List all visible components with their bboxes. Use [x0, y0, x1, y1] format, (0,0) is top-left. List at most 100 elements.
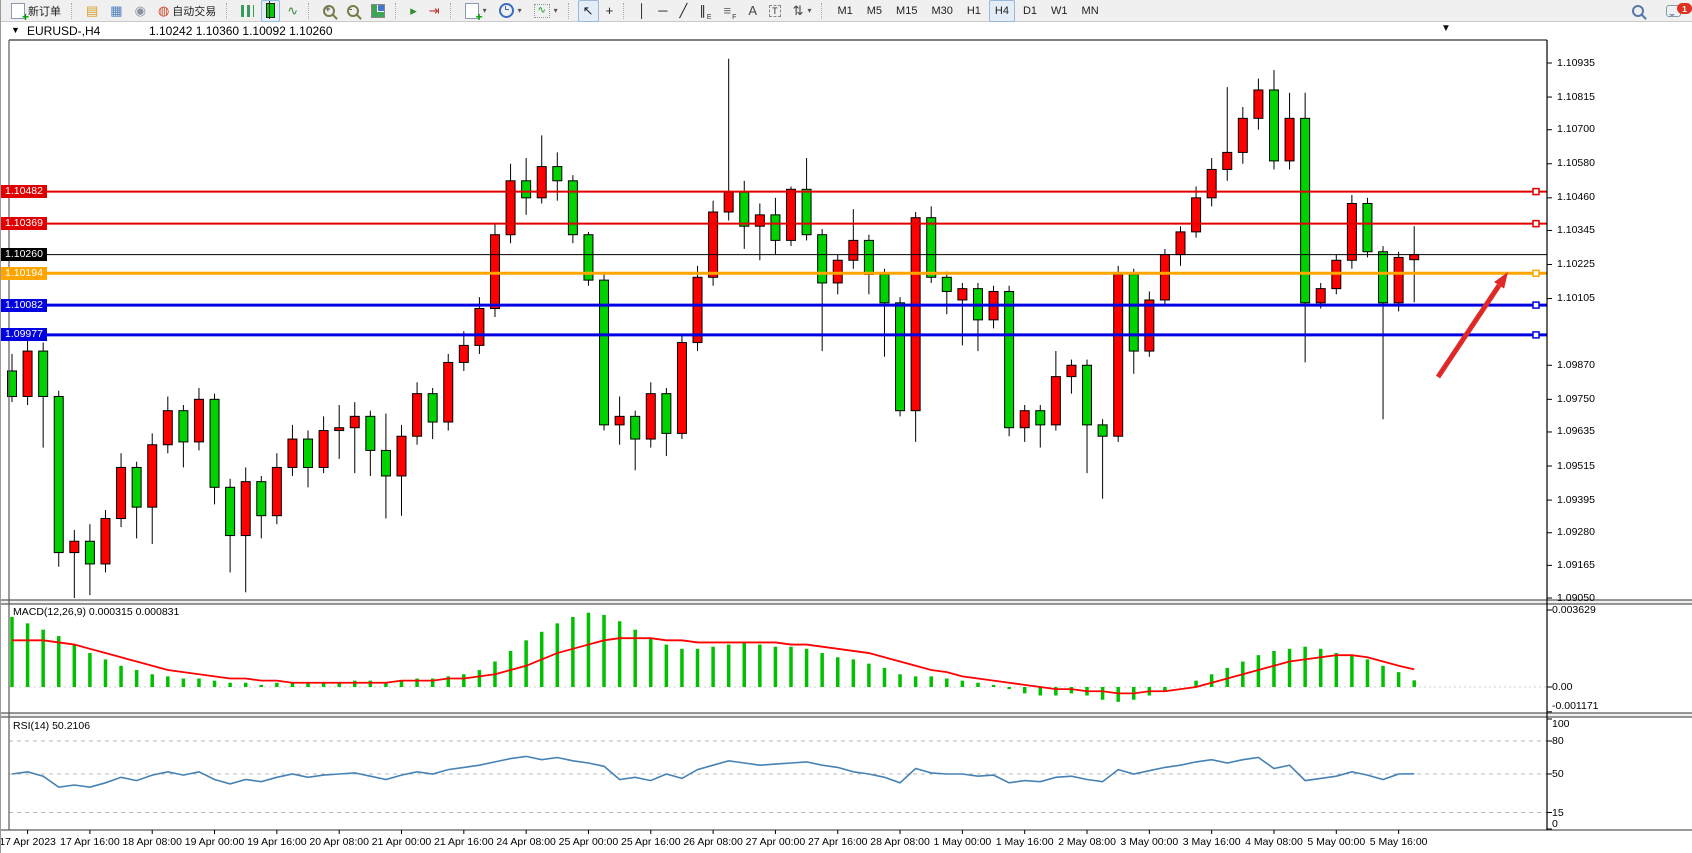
chart-header: ▼ EURUSD-,H4 1.10242 1.10360 1.10092 1.1… — [1, 22, 1692, 40]
chevron-down-icon[interactable]: ▾ — [482, 6, 487, 15]
bull-candle — [1144, 299, 1155, 352]
bear-candle — [1035, 410, 1046, 426]
zoom-out-button[interactable]: - — [342, 0, 364, 22]
price-axis-label: 1.10345 — [1557, 223, 1595, 236]
time-axis-label: 21 Apr 00:00 — [371, 836, 432, 848]
timeframe-button-w1[interactable]: W1 — [1051, 4, 1068, 17]
line-handle[interactable] — [1532, 219, 1540, 228]
vertical-line-button[interactable]: │ — [633, 0, 651, 22]
price-badge: 1.10194 — [1, 266, 47, 280]
bull-candle — [489, 234, 500, 310]
new-order-button[interactable]: 新订单 — [6, 0, 66, 24]
bear-candle — [256, 481, 267, 517]
auto-scroll-button[interactable]: ▸ — [405, 0, 422, 22]
arrows-button[interactable]: ⇅ ▾ — [788, 0, 817, 22]
bull-candle — [957, 288, 968, 301]
bull-candle — [832, 259, 843, 284]
bear-candle — [84, 540, 95, 565]
chart-shift-button[interactable]: ⇥ — [424, 0, 445, 22]
price-axis-label: 1.09050 — [1557, 591, 1595, 604]
chart-shift-marker-icon[interactable]: ▼ — [1441, 23, 1451, 34]
bear-candle — [1097, 424, 1108, 437]
bull-candle — [723, 191, 734, 213]
bear-candle — [1128, 273, 1139, 352]
market-watch-button[interactable]: ▤ — [81, 0, 103, 22]
toolbar-separator — [449, 2, 455, 19]
fibonacci-icon: ≡ — [723, 3, 732, 18]
chevron-down-icon[interactable]: ▾ — [517, 6, 522, 15]
timeframe-button-h1[interactable]: H1 — [966, 4, 981, 17]
new-chart-icon — [464, 2, 483, 24]
search-button[interactable] — [1627, 0, 1649, 22]
timeframe-button-m15[interactable]: M15 — [896, 4, 918, 17]
market-watch-icon: ▤ — [86, 3, 99, 18]
time-axis-label: 19 Apr 16:00 — [247, 836, 307, 848]
rsi-axis-label: 100 — [1552, 718, 1570, 730]
timeframe-button-m30[interactable]: M30 — [931, 4, 953, 17]
indicators-button[interactable]: ∿ ▾ — [529, 0, 563, 22]
new-chart-button[interactable]: ▾ — [460, 0, 492, 24]
chart-periods-button[interactable]: ▾ — [494, 0, 527, 22]
bar-chart-button[interactable] — [236, 0, 259, 22]
timeframe-button-d1[interactable]: D1 — [1022, 4, 1038, 17]
line-handle[interactable] — [1532, 331, 1540, 339]
symbol-dropdown-icon[interactable]: ▼ — [11, 25, 20, 35]
bull-candle — [1315, 288, 1326, 304]
indicators-icon: ∿ — [533, 3, 550, 18]
line-handle[interactable] — [1532, 269, 1540, 278]
fibonacci-button[interactable]: ≡ F — [719, 0, 742, 22]
trendline-button[interactable]: ╱ — [675, 0, 693, 22]
bull-candle — [318, 430, 329, 468]
signals-button[interactable]: ◉ — [130, 0, 151, 22]
timeframe-button-m5[interactable]: M5 — [866, 4, 883, 17]
crosshair-button[interactable]: + — [601, 0, 619, 22]
bear-candle — [599, 279, 610, 426]
time-axis-label: 27 Apr 00:00 — [745, 836, 806, 848]
bull-candle — [396, 435, 407, 477]
horizontal-line-button[interactable]: ─ — [653, 0, 672, 22]
time-axis-label: 1 May 16:00 — [995, 836, 1054, 848]
channel-icon-subscript: E — [706, 13, 712, 21]
bear-candle — [53, 395, 64, 554]
text-button[interactable]: A — [743, 0, 762, 22]
bull-candle — [676, 342, 687, 434]
chevron-down-icon[interactable]: ▾ — [553, 6, 558, 15]
timeframe-button-m1[interactable]: M1 — [837, 4, 853, 17]
line-chart-button[interactable]: ∿ — [282, 0, 303, 22]
bear-candle — [521, 180, 532, 199]
bull-candle — [786, 188, 796, 241]
bull-candle — [1066, 364, 1077, 378]
bull-candle — [1159, 254, 1170, 301]
bull-candle — [287, 438, 298, 468]
line-handle[interactable] — [1532, 301, 1540, 309]
timeframe-button-h4[interactable]: H4 — [988, 0, 1015, 22]
zoom-in-button[interactable]: + — [318, 0, 340, 22]
trend-arrow[interactable] — [1435, 283, 1502, 379]
navigator-button[interactable]: ▦ — [105, 0, 127, 22]
timeframe-button-mn[interactable]: MN — [1081, 4, 1099, 17]
autotrading-button[interactable]: ◍ 自动交易 — [153, 0, 221, 22]
text-label-icon: T — [769, 4, 781, 17]
bull-candle — [505, 180, 516, 236]
notifications-button[interactable]: 1 — [1661, 0, 1692, 22]
text-label-button[interactable]: T — [764, 0, 786, 22]
cursor-button[interactable]: ↖ — [577, 0, 599, 22]
equidistant-channel-button[interactable]: ∥ E — [694, 0, 716, 22]
candlestick-chart-button[interactable] — [261, 0, 281, 22]
toolbar: 新订单▤▦◉◍自动交易∿+-▸⇥▾▾∿▾↖+│─╱∥E≡FAT⇅▾M1M5M15… — [1, 0, 1692, 24]
price-axis-label: 1.10935 — [1557, 56, 1595, 69]
price-axis-label: 1.09870 — [1557, 358, 1595, 371]
chart-symbol-title: EURUSD-,H4 — [27, 24, 101, 38]
price-axis-label: 1.10815 — [1557, 90, 1595, 103]
fibonacci-icon-subscript: F — [732, 13, 737, 21]
line-handle[interactable] — [1532, 187, 1540, 196]
price-axis-label: 1.10225 — [1557, 258, 1595, 270]
bull-candle — [1393, 256, 1404, 304]
rsi-indicator-label: RSI(14) 50.2106 — [13, 720, 91, 732]
tile-windows-button[interactable] — [366, 0, 390, 22]
bull-candle — [271, 466, 282, 517]
chevron-down-icon[interactable]: ▾ — [807, 6, 812, 15]
price-axis-label: 1.09750 — [1557, 392, 1595, 405]
